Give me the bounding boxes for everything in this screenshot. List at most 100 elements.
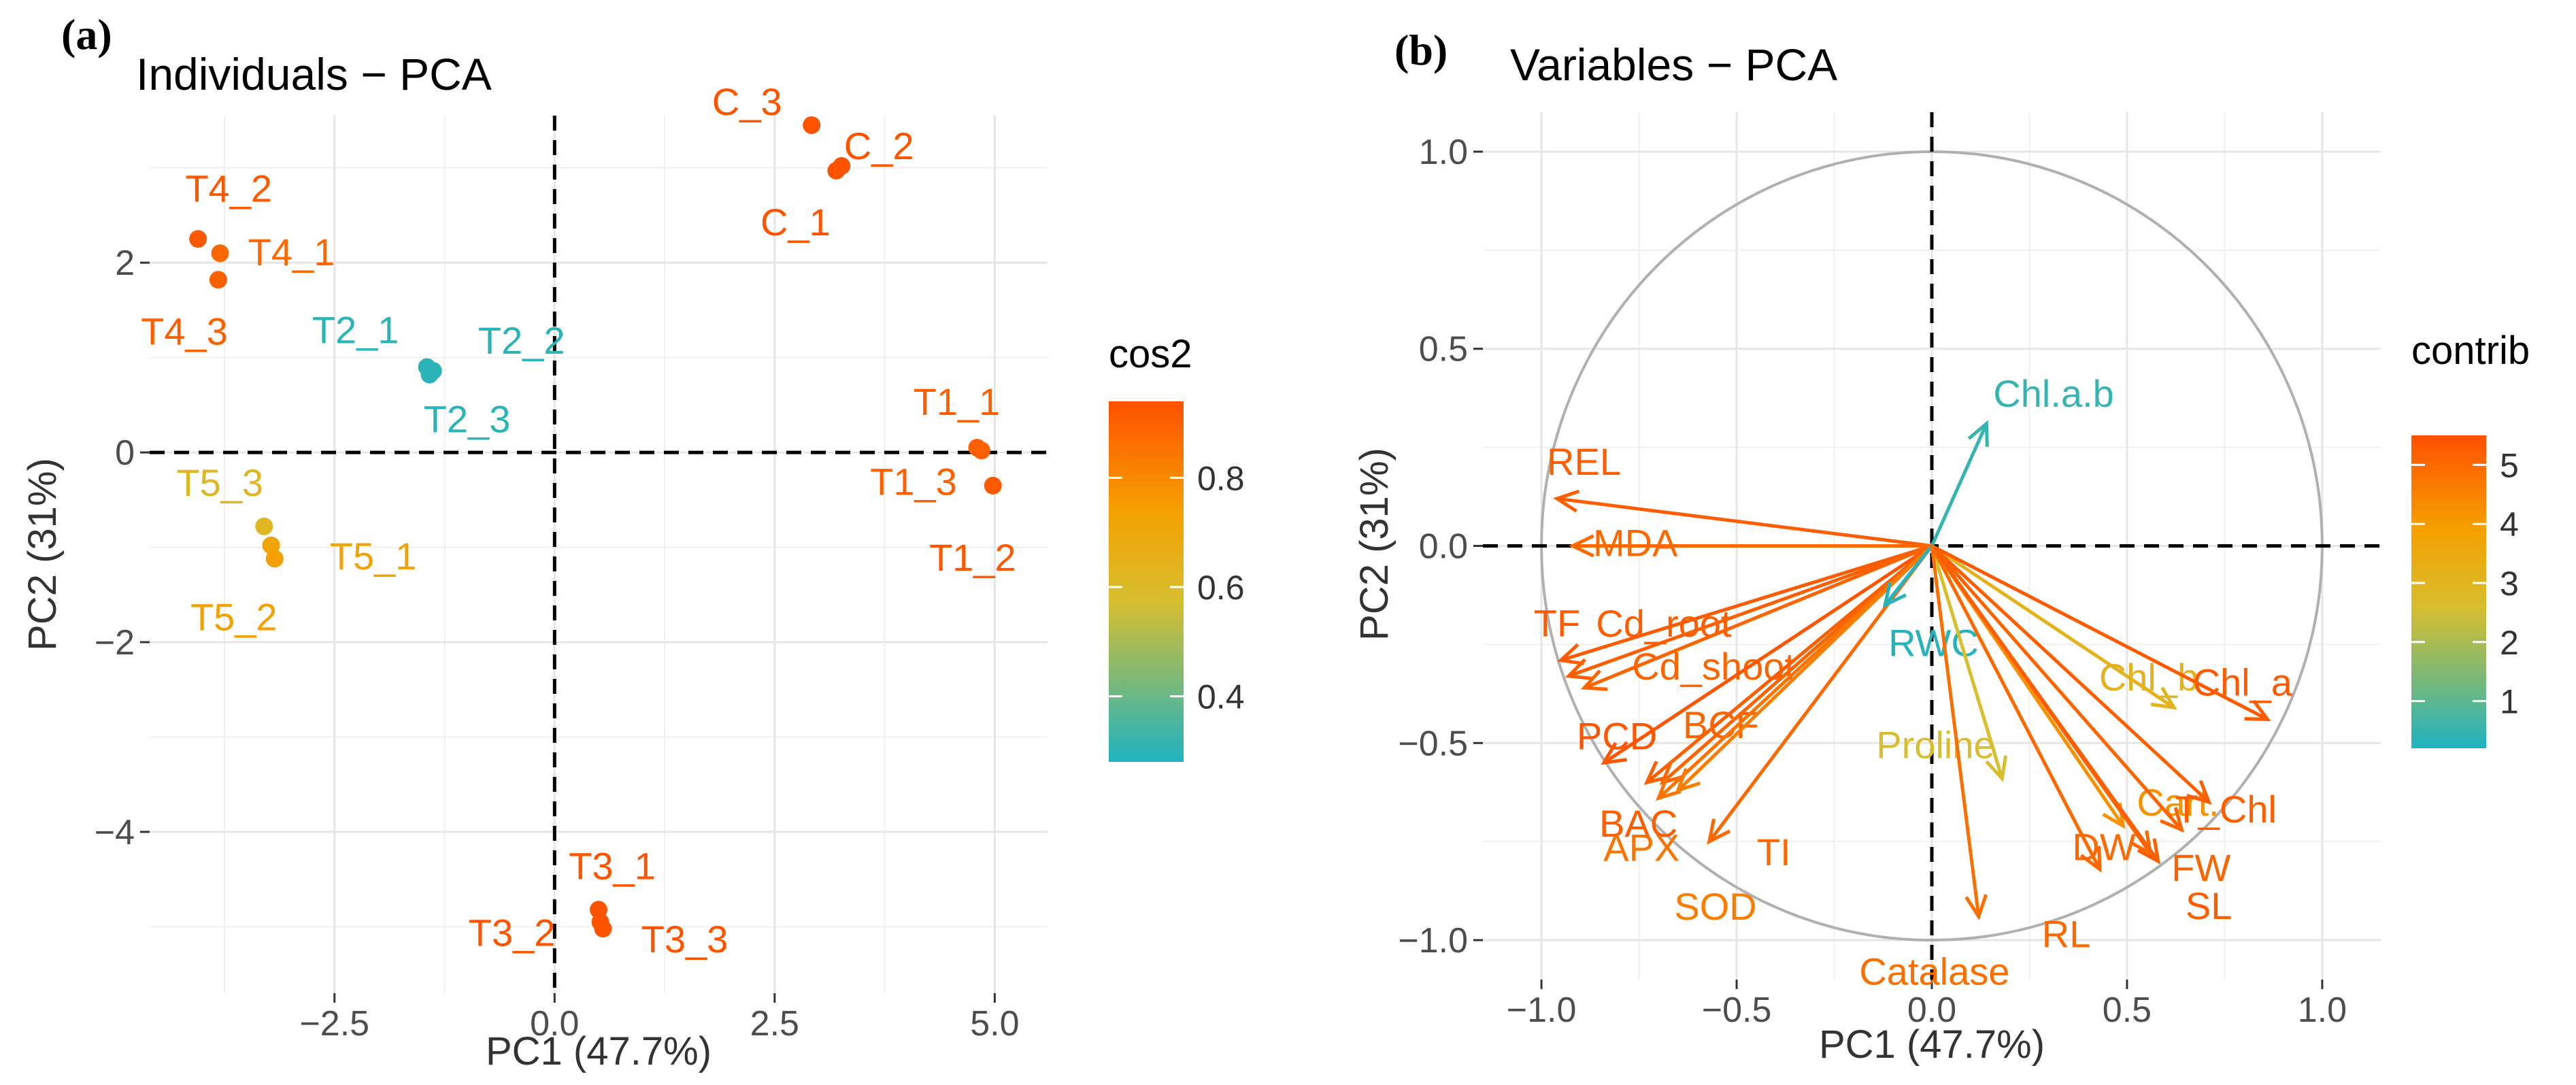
point-T4_2 — [189, 230, 207, 248]
y-tick-label: 0 — [115, 433, 135, 473]
point-label-C_3: C_3 — [712, 80, 782, 123]
arrow-head — [2129, 830, 2153, 857]
arrow-head — [1967, 420, 1989, 447]
contrib-legend-tick-label: 2 — [2500, 624, 2519, 662]
x-tick-label: 0.5 — [2103, 990, 2152, 1030]
arrow-head — [1569, 534, 1594, 558]
arrow-shaft — [1645, 544, 1933, 784]
point-label-T4_2: T4_2 — [185, 167, 272, 210]
arrow-shaft — [1568, 544, 1933, 678]
arrow-label-Chl.a.b: Chl.a.b — [1993, 372, 2113, 415]
point-label-C_1: C_1 — [760, 201, 831, 244]
arrow-shaft — [1584, 544, 1933, 690]
arrow-label-TI: TI — [1757, 831, 1791, 873]
arrow-head — [1656, 775, 1682, 801]
y-tick-label: 0.5 — [1419, 330, 1468, 369]
panel-b-letter: (b) — [1394, 26, 1448, 74]
arrow-head — [2150, 686, 2177, 710]
contrib-legend-title: contrib — [2411, 329, 2530, 373]
point-C_1 — [827, 161, 846, 180]
x-tick-label: 2.5 — [750, 1004, 799, 1044]
point-T4_3 — [209, 271, 227, 289]
arrow-label-BAC: BAC — [1599, 802, 1677, 845]
arrow-MDA — [1569, 534, 1932, 558]
x-tick-label: −0.5 — [1702, 990, 1772, 1030]
arrow-REL — [1553, 489, 1933, 548]
arrow-Proline — [1930, 545, 2008, 782]
point-T4_1 — [211, 244, 229, 263]
panel-a-x-axis-label: PC1 (47.7%) — [486, 1029, 712, 1073]
point-label-T1_1: T1_1 — [914, 380, 1001, 423]
arrow-label-RL: RL — [2042, 913, 2091, 956]
x-tick-label: −2.5 — [299, 1004, 369, 1044]
arrow-head — [1565, 658, 1592, 680]
contrib-legend-tick-label: 5 — [2500, 446, 2519, 484]
arrow-Chl_b — [1930, 544, 2177, 710]
point-label-T5_3: T5_3 — [176, 461, 263, 504]
arrow-TF — [1557, 544, 1933, 666]
arrow-SL — [1930, 545, 2161, 865]
arrow-head — [2137, 838, 2161, 865]
arrow-shaft — [1930, 545, 2160, 863]
arrow-head — [2186, 780, 2212, 805]
arrow-head — [1601, 741, 1627, 765]
y-tick-label: 2 — [115, 244, 135, 283]
arrow-Chl_a — [1930, 544, 2271, 722]
panel-b-variables-pca: (b) Variables − PCA −1.0 −0.5 0.0 0.5 1.0−1.… — [1352, 26, 2530, 1067]
arrow-label-SOD: SOD — [1674, 885, 1756, 928]
arrow-Cd_root — [1565, 544, 1933, 680]
panel-b-axes: −1.0 −0.5 0.0 0.5 1.0 −1.0 −0.5 0.0 0.5 1.0 — [1398, 112, 2381, 1030]
contrib-legend-colorbar — [2411, 435, 2486, 748]
arrow-head — [1557, 643, 1584, 666]
arrow-RWC — [1882, 544, 1933, 608]
arrow-shaft — [1884, 544, 1933, 606]
arrow-shaft — [1930, 544, 2269, 721]
panel-a-y-axis-label: PC2 (31%) — [20, 458, 65, 651]
arrow-label-Chl_b: Chl_b — [2099, 656, 2198, 699]
panel-a-individuals-pca: (a) Individuals − PCA −2.5 0.0 2.5 5.0 −4 −2 0… — [20, 10, 1245, 1073]
arrow-shaft — [1930, 544, 2211, 804]
y-tick-label: 1.0 — [1419, 133, 1468, 172]
y-tick-label: −1.0 — [1398, 921, 1468, 961]
point-label-T3_1: T3_1 — [569, 844, 656, 887]
arrow-head — [2080, 846, 2102, 873]
panel-b-x-axis-label: PC1 (47.7%) — [1819, 1022, 2045, 1067]
arrow-label-REL: REL — [1547, 440, 1621, 483]
arrow-label-RWC: RWC — [1888, 621, 1979, 664]
arrow-head — [1659, 760, 1686, 786]
arrow-label-Proline: Proline — [1876, 723, 1994, 766]
contrib-legend-tick-label: 4 — [2500, 505, 2519, 544]
arrow-PCD — [1601, 544, 1933, 765]
cos2-legend-tick-label: 0.8 — [1197, 459, 1245, 497]
point-label-T5_2: T5_2 — [190, 595, 278, 638]
x-tick-label: 0.0 — [530, 1004, 579, 1044]
point-label-T5_1: T5_1 — [330, 535, 417, 578]
y-tick-label: −2 — [95, 623, 135, 663]
panel-a-letter: (a) — [61, 10, 112, 59]
arrow-head — [2160, 807, 2185, 833]
point-T1_3 — [972, 441, 990, 460]
arrow-label-Chl_a: Chl_a — [2193, 661, 2293, 704]
arrow-shaft — [1930, 544, 2184, 831]
panel-b-y-axis-label: PC2 (31%) — [1352, 448, 1396, 641]
point-T5_2 — [265, 550, 284, 568]
point-T1_2 — [984, 476, 1002, 495]
arrow-label-PCD: PCD — [1577, 714, 1657, 757]
arrow-shaft — [1930, 545, 2004, 780]
point-T5_3 — [255, 517, 273, 535]
arrow-label-Catalase: Catalase — [1859, 950, 2009, 992]
arrow-shaft — [1930, 546, 1981, 917]
y-tick-label: −0.5 — [1398, 724, 1468, 763]
point-T5_1 — [262, 536, 280, 554]
arrow-head — [1964, 894, 1988, 920]
arrow-label-APX: APX — [1603, 826, 1679, 869]
panel-a-title: Individuals − PCA — [136, 49, 492, 99]
arrow-label-DW: DW — [2072, 826, 2135, 869]
arrow-RL — [1930, 545, 2102, 873]
contrib-legend-ticks: 1 2 3 4 5 — [2411, 446, 2519, 721]
x-tick-label: 0.0 — [1907, 990, 1956, 1030]
y-tick-label: 0.0 — [1419, 527, 1468, 567]
panel-a-points: C_3 C_2 C_1 T4_2 T4_1 T4_3 T2_1 T2_2 T2_3 T1_1 T1_… — [141, 80, 1016, 961]
point-label-T4_1: T4_1 — [248, 231, 335, 273]
point-label-T2_1: T2_1 — [312, 309, 399, 352]
